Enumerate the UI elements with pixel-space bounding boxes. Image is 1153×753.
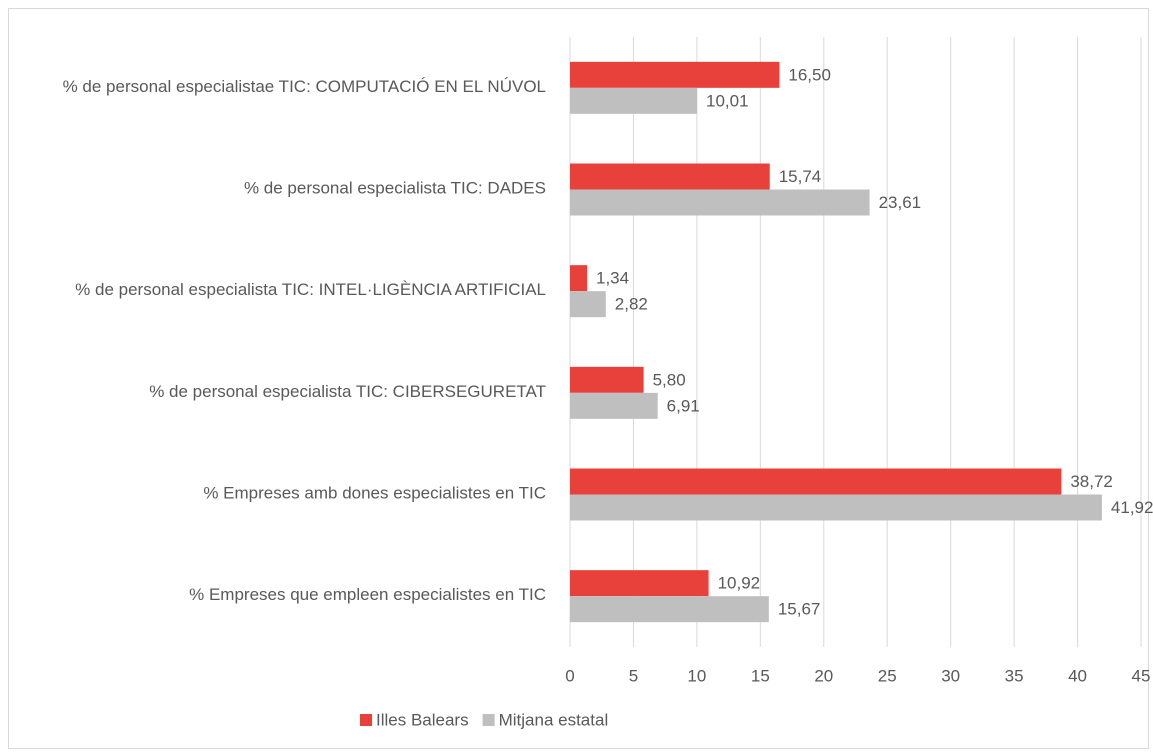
x-tick-label: 20 (814, 666, 833, 685)
bar (570, 494, 1102, 521)
data-label: 38,72 (1070, 472, 1113, 491)
x-tick-label: 45 (1132, 666, 1151, 685)
legend-swatch (360, 714, 372, 726)
bar (570, 163, 770, 190)
x-tick-label: 35 (1005, 666, 1024, 685)
data-label: 1,34 (596, 269, 629, 288)
data-label: 16,50 (788, 65, 831, 84)
data-label: 10,92 (718, 574, 761, 593)
x-tick-label: 0 (565, 666, 574, 685)
y-tick-label: % de personal especialista TIC: CIBERSEG… (149, 382, 546, 401)
bar (570, 265, 588, 292)
y-tick-label: % Empreses amb dones especialistes en TI… (203, 484, 546, 503)
bar (570, 596, 769, 623)
bar (570, 366, 644, 393)
x-tick-label: 10 (687, 666, 706, 685)
bar (570, 291, 606, 318)
data-label: 10,01 (706, 91, 749, 110)
data-label: 15,67 (778, 600, 821, 619)
x-tick-label: 30 (941, 666, 960, 685)
bar (570, 189, 870, 216)
bar (570, 570, 709, 597)
y-tick-label: % Empreses que empleen especialistes en … (189, 586, 546, 605)
data-label: 41,92 (1111, 498, 1153, 517)
data-label: 5,80 (653, 370, 686, 389)
y-tick-label: % de personal especialista TIC: INTEL·LI… (75, 281, 546, 300)
x-tick-label: 40 (1068, 666, 1087, 685)
bar (570, 87, 698, 114)
data-label: 2,82 (615, 295, 648, 314)
data-label: 6,91 (667, 396, 700, 415)
data-label: 15,74 (779, 167, 822, 186)
legend-label: Mitjana estatal (499, 710, 609, 729)
legend-swatch (482, 714, 495, 726)
data-label: 23,61 (879, 193, 922, 212)
bar (570, 392, 658, 419)
y-tick-label: % de personal especialistae TIC: COMPUTA… (63, 77, 546, 96)
x-tick-label: 25 (878, 666, 897, 685)
x-tick-label: 5 (629, 666, 638, 685)
y-tick-label: % de personal especialista TIC: DADES (244, 179, 546, 198)
bar (570, 468, 1062, 495)
bar (570, 61, 780, 88)
legend-label: Illes Balears (376, 710, 469, 729)
x-tick-label: 15 (751, 666, 770, 685)
